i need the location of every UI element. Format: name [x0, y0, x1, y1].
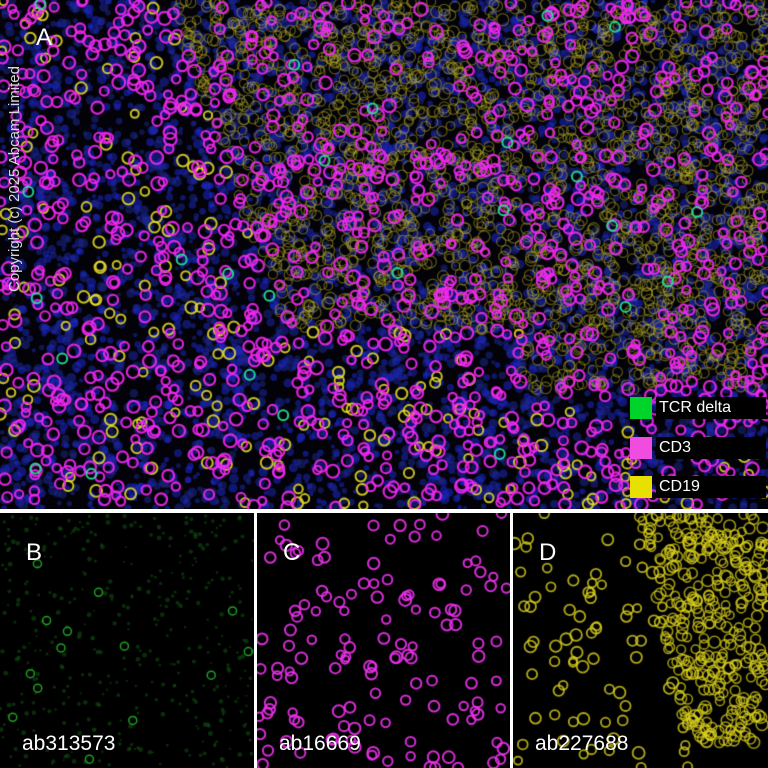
legend-swatch: [630, 437, 652, 459]
cd19-channel-image: [513, 513, 768, 768]
panel-a-merged-image: A Copyright (c) 2025 Abcam Limited TCR d…: [0, 0, 768, 509]
panel-b-tcr-delta: B ab313573: [0, 513, 254, 768]
legend-label: CD19: [656, 476, 766, 498]
legend-label: CD3: [656, 437, 766, 459]
panel-c-cd3: C ab16669: [257, 513, 510, 768]
legend-swatch: [630, 476, 652, 498]
tcr-delta-channel-image: [0, 513, 254, 768]
legend-item-cd3: CD3: [630, 437, 766, 460]
antibody-label: ab16669: [279, 732, 361, 755]
panel-label-b: B: [26, 539, 43, 566]
legend-label: TCR delta: [656, 397, 766, 419]
copyright-watermark: Copyright (c) 2025 Abcam Limited: [6, 66, 23, 292]
legend-swatch: [630, 397, 652, 419]
legend-item-tcr-delta: TCR delta: [630, 397, 766, 420]
merged-fluorescence-image: [0, 0, 768, 509]
panel-label-c: C: [283, 539, 301, 566]
antibody-label: ab227688: [535, 732, 629, 755]
cd3-channel-image: [257, 513, 510, 768]
legend-item-cd19: CD19: [630, 476, 766, 499]
panel-label-d: D: [539, 539, 557, 566]
antibody-label: ab313573: [22, 732, 116, 755]
panel-d-cd19: D ab227688: [513, 513, 768, 768]
panel-label-a: A: [36, 24, 53, 51]
